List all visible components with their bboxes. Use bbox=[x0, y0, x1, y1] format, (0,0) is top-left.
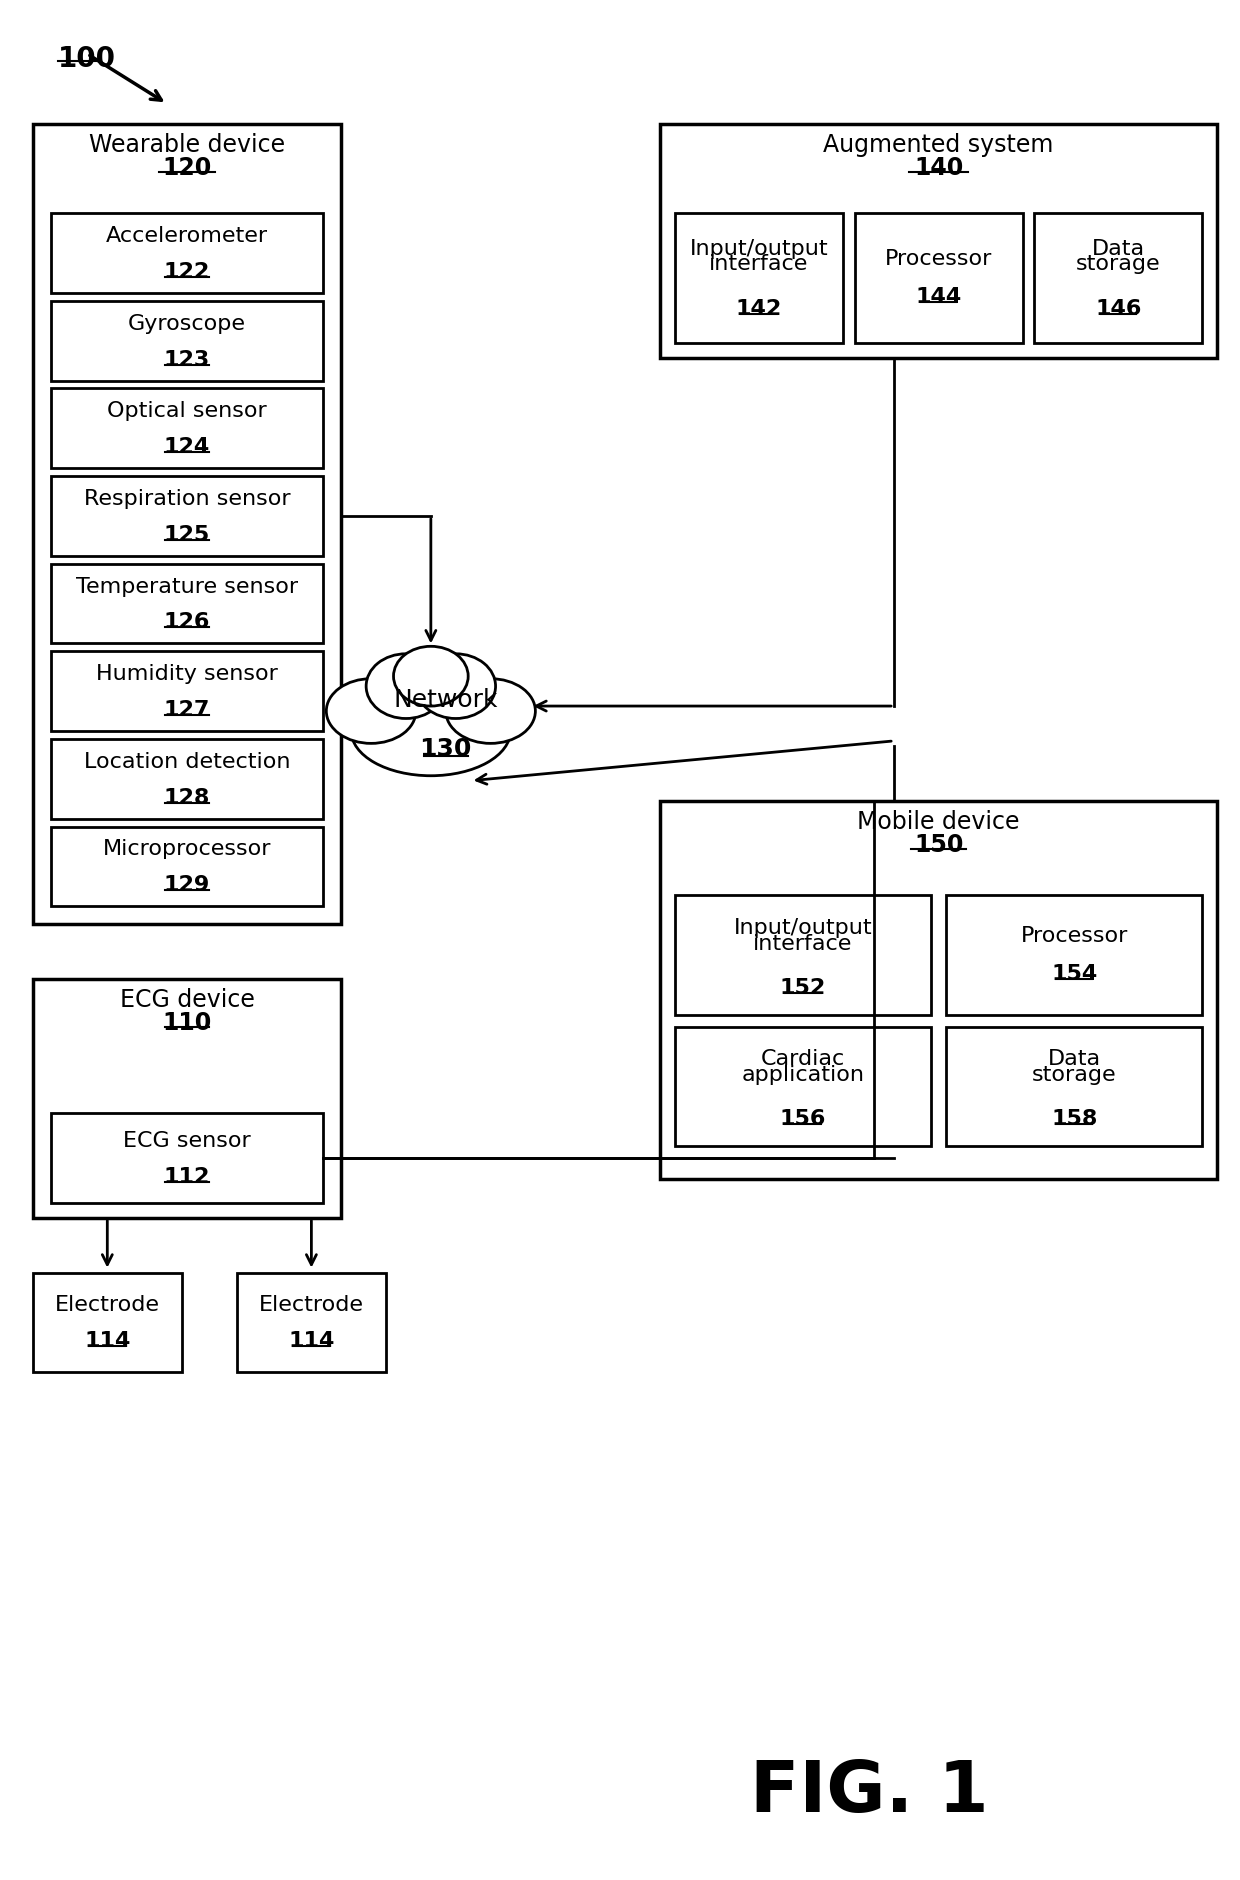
Text: FIG. 1: FIG. 1 bbox=[749, 1756, 988, 1825]
Text: Wearable device: Wearable device bbox=[89, 133, 285, 156]
Text: Input/output: Input/output bbox=[734, 917, 872, 936]
Text: Electrode: Electrode bbox=[55, 1295, 160, 1314]
Text: interface: interface bbox=[753, 932, 853, 953]
Bar bbox=[660, 124, 1218, 359]
Text: 144: 144 bbox=[915, 288, 962, 306]
Bar bbox=[32, 979, 341, 1218]
Text: 128: 128 bbox=[164, 788, 210, 807]
Bar bbox=[51, 739, 324, 820]
Bar bbox=[675, 895, 931, 1015]
Text: ECG sensor: ECG sensor bbox=[123, 1130, 250, 1151]
Bar bbox=[854, 214, 1023, 344]
Ellipse shape bbox=[393, 647, 469, 707]
Text: interface: interface bbox=[709, 254, 808, 273]
Bar bbox=[51, 652, 324, 731]
Text: 112: 112 bbox=[164, 1166, 210, 1186]
Text: Respiration sensor: Respiration sensor bbox=[83, 489, 290, 509]
Text: Location detection: Location detection bbox=[83, 752, 290, 771]
Text: 130: 130 bbox=[419, 737, 472, 761]
Bar bbox=[51, 478, 324, 556]
Bar bbox=[946, 895, 1203, 1015]
Text: Data: Data bbox=[1092, 239, 1145, 259]
Text: 156: 156 bbox=[780, 1109, 826, 1128]
Text: Accelerometer: Accelerometer bbox=[105, 226, 268, 246]
Ellipse shape bbox=[366, 654, 446, 720]
Text: 100: 100 bbox=[57, 45, 115, 73]
Text: Cardiac: Cardiac bbox=[761, 1049, 844, 1068]
Text: Augmented system: Augmented system bbox=[823, 133, 1054, 156]
Bar bbox=[1034, 214, 1203, 344]
Text: 146: 146 bbox=[1095, 299, 1142, 320]
Text: Microprocessor: Microprocessor bbox=[103, 838, 272, 859]
Text: Processor: Processor bbox=[1021, 925, 1128, 946]
Text: 114: 114 bbox=[288, 1331, 335, 1350]
Ellipse shape bbox=[326, 679, 415, 744]
Bar bbox=[51, 214, 324, 293]
Text: 142: 142 bbox=[735, 299, 782, 320]
Text: 158: 158 bbox=[1052, 1109, 1097, 1128]
Text: 125: 125 bbox=[164, 525, 210, 545]
Bar bbox=[675, 1026, 931, 1147]
Text: 120: 120 bbox=[162, 156, 212, 180]
Text: 127: 127 bbox=[164, 699, 210, 720]
Text: storage: storage bbox=[1032, 1064, 1116, 1085]
Ellipse shape bbox=[446, 679, 536, 744]
Bar bbox=[660, 801, 1218, 1179]
Bar bbox=[51, 301, 324, 382]
Text: storage: storage bbox=[1076, 254, 1161, 273]
Bar bbox=[51, 1113, 324, 1203]
Text: 114: 114 bbox=[84, 1331, 130, 1350]
Bar bbox=[946, 1026, 1203, 1147]
Text: 152: 152 bbox=[780, 978, 826, 996]
Text: Network: Network bbox=[393, 688, 498, 713]
Text: Electrode: Electrode bbox=[259, 1295, 363, 1314]
Text: 140: 140 bbox=[914, 156, 963, 180]
Text: 150: 150 bbox=[914, 833, 963, 857]
Text: 110: 110 bbox=[162, 1011, 212, 1034]
Bar bbox=[32, 124, 341, 925]
Bar bbox=[675, 214, 843, 344]
Bar bbox=[51, 827, 324, 906]
Bar bbox=[51, 564, 324, 645]
Text: 126: 126 bbox=[164, 613, 210, 632]
Ellipse shape bbox=[351, 686, 511, 776]
Text: Processor: Processor bbox=[885, 248, 992, 269]
Text: ECG device: ECG device bbox=[119, 987, 254, 1011]
Text: 123: 123 bbox=[164, 350, 210, 370]
Text: 124: 124 bbox=[164, 436, 210, 457]
Text: 122: 122 bbox=[164, 261, 210, 282]
Bar bbox=[51, 389, 324, 468]
Text: Input/output: Input/output bbox=[689, 239, 828, 259]
Text: Mobile device: Mobile device bbox=[857, 808, 1019, 833]
Bar bbox=[32, 1273, 182, 1372]
Text: Optical sensor: Optical sensor bbox=[107, 400, 267, 421]
Text: Temperature sensor: Temperature sensor bbox=[76, 577, 298, 596]
Text: 129: 129 bbox=[164, 874, 210, 895]
Text: Gyroscope: Gyroscope bbox=[128, 314, 246, 333]
Bar bbox=[237, 1273, 386, 1372]
Text: application: application bbox=[742, 1064, 864, 1085]
Ellipse shape bbox=[415, 654, 496, 720]
Text: 154: 154 bbox=[1052, 963, 1097, 983]
Text: Data: Data bbox=[1048, 1049, 1101, 1068]
Text: Humidity sensor: Humidity sensor bbox=[95, 664, 278, 684]
